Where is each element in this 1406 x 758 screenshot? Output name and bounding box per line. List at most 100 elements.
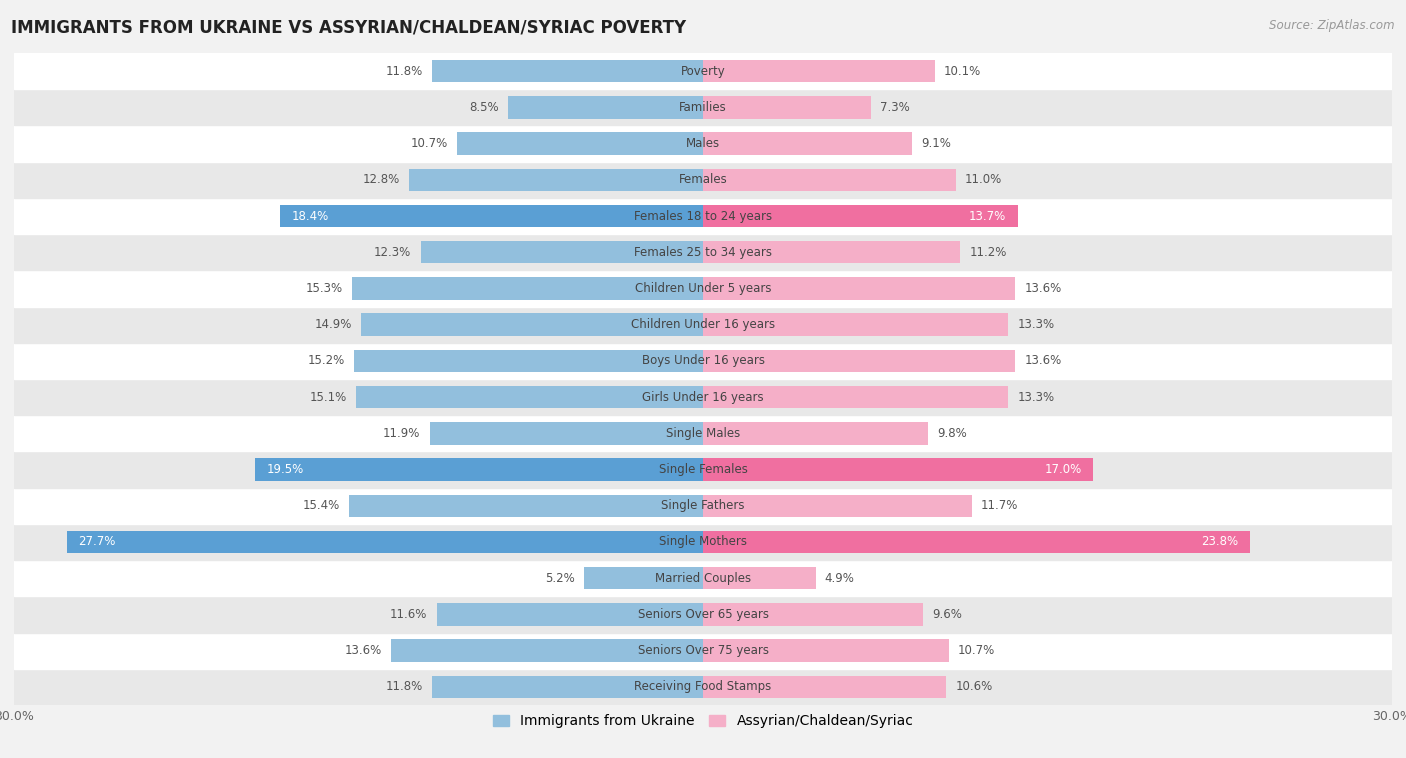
Bar bbox=[703, 277, 1015, 299]
Bar bbox=[703, 494, 972, 517]
Bar bbox=[14, 452, 1392, 487]
Text: 13.7%: 13.7% bbox=[969, 209, 1007, 223]
Bar bbox=[14, 632, 1392, 669]
Bar bbox=[703, 567, 815, 590]
Bar bbox=[703, 241, 960, 264]
Text: 15.1%: 15.1% bbox=[309, 390, 347, 403]
Text: Families: Families bbox=[679, 101, 727, 114]
Bar bbox=[703, 422, 928, 444]
Bar bbox=[14, 53, 1392, 89]
Bar bbox=[361, 314, 703, 336]
Text: 11.6%: 11.6% bbox=[389, 608, 427, 621]
Bar bbox=[703, 133, 912, 155]
Bar bbox=[432, 60, 703, 83]
Bar bbox=[14, 560, 1392, 597]
Bar bbox=[14, 161, 1392, 198]
Text: Children Under 5 years: Children Under 5 years bbox=[634, 282, 772, 295]
Bar bbox=[583, 567, 703, 590]
Text: 13.6%: 13.6% bbox=[344, 644, 381, 657]
Bar bbox=[703, 531, 1250, 553]
Text: 10.7%: 10.7% bbox=[957, 644, 995, 657]
Bar bbox=[703, 459, 1094, 481]
Text: 12.3%: 12.3% bbox=[374, 246, 412, 258]
Bar bbox=[354, 349, 703, 372]
Bar bbox=[67, 531, 703, 553]
Bar bbox=[352, 277, 703, 299]
Bar bbox=[256, 459, 703, 481]
Text: Females 25 to 34 years: Females 25 to 34 years bbox=[634, 246, 772, 258]
Text: 15.2%: 15.2% bbox=[308, 355, 344, 368]
Bar bbox=[14, 306, 1392, 343]
Bar bbox=[508, 96, 703, 118]
Text: Seniors Over 75 years: Seniors Over 75 years bbox=[637, 644, 769, 657]
Text: 13.6%: 13.6% bbox=[1025, 355, 1062, 368]
Bar bbox=[14, 271, 1392, 306]
Text: 9.8%: 9.8% bbox=[938, 427, 967, 440]
Text: 11.9%: 11.9% bbox=[384, 427, 420, 440]
Text: Receiving Food Stamps: Receiving Food Stamps bbox=[634, 681, 772, 694]
Bar bbox=[14, 234, 1392, 271]
Text: 10.7%: 10.7% bbox=[411, 137, 449, 150]
Text: 10.1%: 10.1% bbox=[945, 64, 981, 77]
Text: Single Fathers: Single Fathers bbox=[661, 500, 745, 512]
Bar bbox=[703, 603, 924, 625]
Bar bbox=[356, 386, 703, 409]
Text: 13.3%: 13.3% bbox=[1018, 390, 1054, 403]
Bar bbox=[430, 422, 703, 444]
Bar bbox=[703, 60, 935, 83]
Text: 10.6%: 10.6% bbox=[956, 681, 993, 694]
Legend: Immigrants from Ukraine, Assyrian/Chaldean/Syriac: Immigrants from Ukraine, Assyrian/Chalde… bbox=[486, 709, 920, 734]
Text: Seniors Over 65 years: Seniors Over 65 years bbox=[637, 608, 769, 621]
Text: Males: Males bbox=[686, 137, 720, 150]
Bar bbox=[703, 640, 949, 662]
Text: 9.1%: 9.1% bbox=[921, 137, 950, 150]
Bar bbox=[703, 349, 1015, 372]
Text: 4.9%: 4.9% bbox=[825, 572, 855, 584]
Text: Married Couples: Married Couples bbox=[655, 572, 751, 584]
Bar bbox=[703, 96, 870, 118]
Text: 9.6%: 9.6% bbox=[932, 608, 963, 621]
Bar bbox=[14, 198, 1392, 234]
Bar bbox=[703, 205, 1018, 227]
Bar bbox=[432, 675, 703, 698]
Bar bbox=[14, 126, 1392, 161]
Text: Children Under 16 years: Children Under 16 years bbox=[631, 318, 775, 331]
Bar bbox=[703, 314, 1008, 336]
Text: Boys Under 16 years: Boys Under 16 years bbox=[641, 355, 765, 368]
Bar bbox=[14, 379, 1392, 415]
Text: 15.3%: 15.3% bbox=[305, 282, 343, 295]
Text: Single Mothers: Single Mothers bbox=[659, 535, 747, 549]
Text: 5.2%: 5.2% bbox=[544, 572, 575, 584]
Text: 19.5%: 19.5% bbox=[267, 463, 304, 476]
Text: Girls Under 16 years: Girls Under 16 years bbox=[643, 390, 763, 403]
Bar bbox=[703, 675, 946, 698]
Text: 18.4%: 18.4% bbox=[292, 209, 329, 223]
Bar bbox=[409, 168, 703, 191]
Text: 11.0%: 11.0% bbox=[965, 174, 1002, 186]
Bar bbox=[14, 669, 1392, 705]
Text: Source: ZipAtlas.com: Source: ZipAtlas.com bbox=[1270, 19, 1395, 32]
Bar bbox=[14, 415, 1392, 452]
Bar bbox=[14, 524, 1392, 560]
Text: Females: Females bbox=[679, 174, 727, 186]
Text: Females 18 to 24 years: Females 18 to 24 years bbox=[634, 209, 772, 223]
Text: 11.2%: 11.2% bbox=[969, 246, 1007, 258]
Bar bbox=[14, 597, 1392, 632]
Text: 8.5%: 8.5% bbox=[470, 101, 499, 114]
Bar bbox=[14, 89, 1392, 126]
Text: 11.7%: 11.7% bbox=[981, 500, 1018, 512]
Text: 23.8%: 23.8% bbox=[1201, 535, 1239, 549]
Text: 7.3%: 7.3% bbox=[880, 101, 910, 114]
Text: Single Females: Single Females bbox=[658, 463, 748, 476]
Text: 11.8%: 11.8% bbox=[385, 64, 423, 77]
Text: Poverty: Poverty bbox=[681, 64, 725, 77]
Bar bbox=[703, 386, 1008, 409]
Text: 12.8%: 12.8% bbox=[363, 174, 399, 186]
Text: Single Males: Single Males bbox=[666, 427, 740, 440]
Bar bbox=[420, 241, 703, 264]
Bar bbox=[391, 640, 703, 662]
Bar bbox=[437, 603, 703, 625]
Text: 13.3%: 13.3% bbox=[1018, 318, 1054, 331]
Bar bbox=[457, 133, 703, 155]
Text: 17.0%: 17.0% bbox=[1045, 463, 1083, 476]
